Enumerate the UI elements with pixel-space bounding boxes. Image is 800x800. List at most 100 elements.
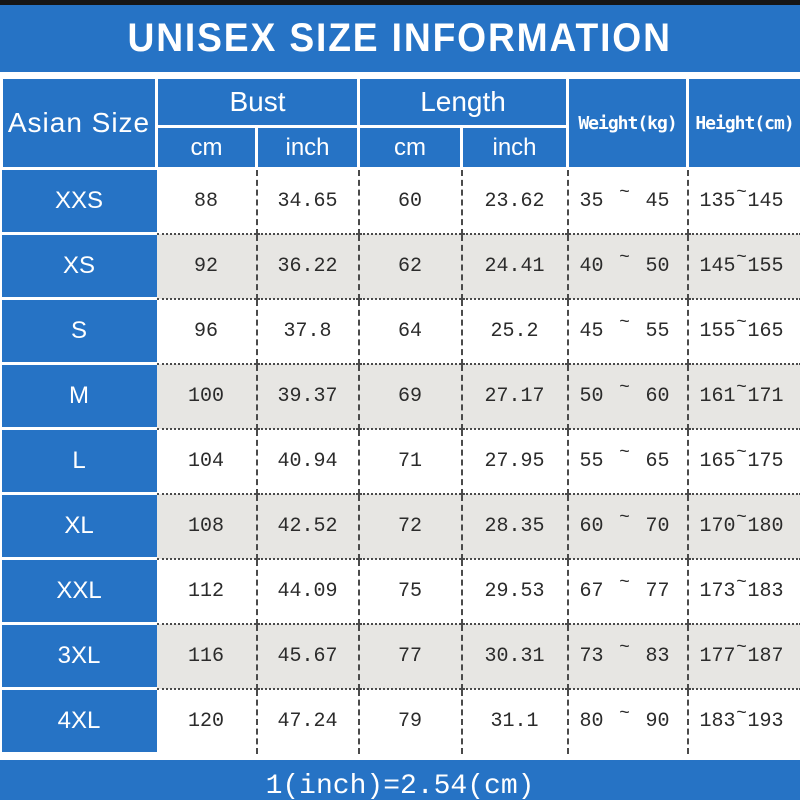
- bust-inch-cell: 47.24: [255, 687, 359, 754]
- size-label-cell: XXL: [1, 557, 157, 625]
- bust-group-header: Bust: [155, 76, 360, 128]
- weight-min-value: 55: [579, 449, 604, 473]
- height-range-cell: 183 ~193: [686, 687, 800, 754]
- height-min-value: 183: [699, 710, 736, 733]
- weight-min-value: 73: [579, 644, 604, 668]
- size-label: M: [69, 382, 89, 409]
- height-max-value: 165: [747, 319, 784, 343]
- bust-inch-cell: 39.37: [255, 362, 359, 429]
- bust-inch-cell: 34.65: [255, 168, 359, 234]
- height-min-value: 155: [699, 319, 736, 343]
- tilde-separator: ~: [736, 378, 747, 398]
- header-row-units: cm inch cm inch: [2, 125, 800, 170]
- height-header: Height(cm): [686, 76, 800, 170]
- height-max-value: 183: [747, 579, 784, 603]
- height-min-value: 177: [699, 644, 736, 668]
- bust-cm-cell: 112: [156, 557, 257, 624]
- footer-band: 1(inch)=2.54(cm): [0, 760, 800, 800]
- bust-inch-cell: 40.94: [255, 427, 359, 494]
- bust-cm-cell: 116: [156, 622, 257, 689]
- table-row: S 96 37.8 64 25.2 45 ~55 155 ~165: [1, 297, 800, 365]
- size-label-cell: XS: [1, 232, 157, 300]
- size-label: XXS: [54, 187, 104, 214]
- weight-min-value: 60: [579, 514, 604, 538]
- weight-max-value: 77: [645, 579, 670, 603]
- length-inch-cell: 27.95: [460, 427, 568, 494]
- table-row: L 104 40.94 71 27.95 55 ~65 165 ~175: [1, 427, 800, 495]
- weight-range-cell: 35 ~45: [566, 168, 688, 234]
- height-range-cell: 177 ~187: [686, 622, 800, 689]
- height-range-cell: 155 ~165: [686, 297, 800, 364]
- weight-max-value: 65: [645, 449, 670, 473]
- length-cm-cell: 69: [357, 362, 462, 429]
- size-label-cell: XXS: [1, 167, 157, 235]
- tilde-separator: ~: [736, 443, 747, 463]
- length-inch-cell: 23.62: [460, 168, 568, 234]
- length-cm-cell: 75: [357, 557, 462, 624]
- tilde-separator: ~: [619, 508, 630, 528]
- tilde-separator: ~: [736, 638, 747, 658]
- length-cm-cell: 71: [357, 427, 462, 494]
- bust-inch-cell: 45.67: [255, 622, 359, 689]
- weight-header: Weight(kg): [566, 76, 690, 170]
- header-row-groups: Asian Size Bust Length Weight(kg) Height…: [0, 76, 800, 170]
- table-row: XXL 112 44.09 75 29.53 67 ~77 173 ~183: [1, 557, 800, 625]
- size-label-cell: 4XL: [1, 687, 157, 755]
- length-inch-cell: 31.1: [460, 687, 568, 754]
- asian-size-header: Asian Size: [0, 76, 158, 170]
- tilde-separator: ~: [736, 573, 747, 593]
- title-band: UNISEX SIZE INFORMATION: [0, 5, 800, 72]
- size-label: S: [70, 317, 87, 344]
- weight-max-value: 83: [645, 644, 670, 668]
- bust-inch-cell: 36.22: [255, 232, 359, 299]
- bust-cm-cell: 88: [156, 168, 257, 234]
- bust-inch-subheader: inch: [255, 125, 360, 170]
- tilde-separator: ~: [619, 703, 630, 724]
- height-min-value: 173: [699, 579, 736, 603]
- size-label: 4XL: [57, 707, 101, 734]
- bust-cm-cell: 104: [156, 427, 257, 494]
- tilde-separator: ~: [619, 313, 630, 333]
- top-black-bar: [0, 0, 800, 5]
- tilde-separator: ~: [619, 638, 630, 658]
- tilde-separator: ~: [619, 248, 630, 268]
- table-row: XS 92 36.22 62 24.41 40 ~50 145 ~155: [1, 232, 800, 300]
- height-range-cell: 135 ~145: [686, 168, 800, 234]
- length-inch-subheader: inch: [459, 125, 570, 170]
- size-label-cell: S: [1, 297, 157, 365]
- size-label: XL: [64, 512, 94, 539]
- height-max-value: 187: [747, 644, 784, 668]
- size-label-cell: 3XL: [1, 622, 157, 690]
- length-inch-cell: 29.53: [460, 557, 568, 624]
- weight-range-cell: 55 ~65: [566, 427, 688, 494]
- tilde-separator: ~: [736, 183, 747, 204]
- weight-min-value: 67: [579, 579, 604, 603]
- bust-cm-cell: 92: [156, 232, 257, 299]
- height-range-cell: 145 ~155: [686, 232, 800, 299]
- height-range-cell: 165 ~175: [686, 427, 800, 494]
- length-cm-cell: 72: [357, 492, 462, 559]
- bust-inch-cell: 44.09: [255, 557, 359, 624]
- table-row: XXS 88 34.65 60 23.62 35 ~45 135 ~145: [1, 167, 800, 235]
- bust-inch-cell: 42.52: [255, 492, 359, 559]
- table-row: XL 108 42.52 72 28.35 60 ~70 170 ~180: [1, 492, 800, 560]
- length-cm-cell: 60: [357, 168, 462, 234]
- height-range-cell: 161 ~171: [686, 362, 800, 429]
- table-row: 4XL 120 47.24 79 31.1 80 ~90 183 ~193: [1, 687, 800, 755]
- tilde-separator: ~: [736, 508, 747, 528]
- weight-range-cell: 60 ~70: [566, 492, 688, 559]
- weight-range-cell: 67 ~77: [566, 557, 688, 624]
- height-min-value: 170: [699, 514, 736, 538]
- length-cm-cell: 64: [357, 297, 462, 364]
- tilde-separator: ~: [619, 573, 630, 593]
- height-max-value: 155: [747, 254, 784, 278]
- tilde-separator: ~: [619, 183, 630, 204]
- length-inch-cell: 25.2: [460, 297, 568, 364]
- weight-min-value: 35: [579, 189, 604, 213]
- size-table-body: XXS 88 34.65 60 23.62 35 ~45 135 ~145 XS 9…: [1, 167, 800, 755]
- length-cm-cell: 62: [357, 232, 462, 299]
- weight-min-value: 40: [579, 254, 604, 278]
- tilde-separator: ~: [736, 313, 747, 333]
- weight-max-value: 90: [645, 710, 670, 733]
- size-label: XXL: [56, 577, 102, 604]
